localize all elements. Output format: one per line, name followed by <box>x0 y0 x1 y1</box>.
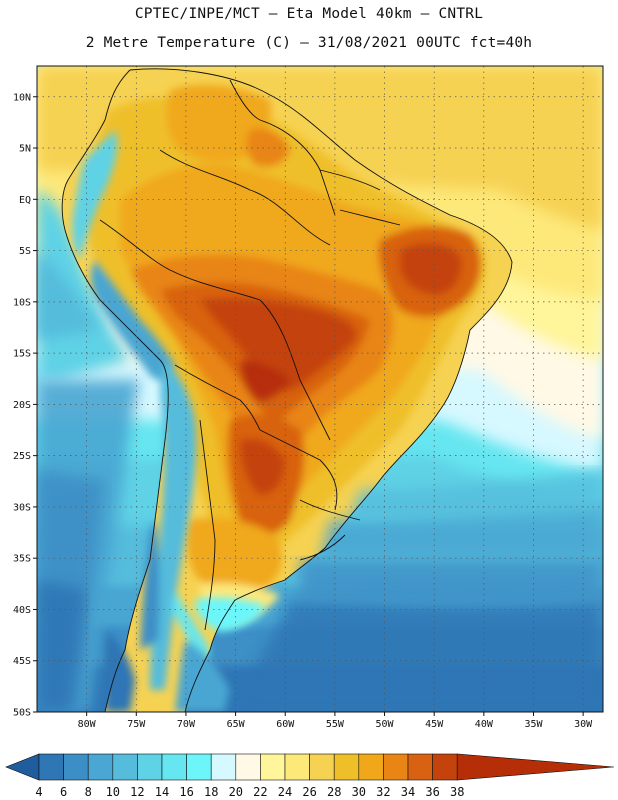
temperature-field <box>37 66 603 712</box>
colorbar-box <box>137 753 163 781</box>
lon-label: 50W <box>376 719 395 730</box>
lat-label: 10S <box>13 297 31 308</box>
longitude-labels: 80W 75W 70W 65W 60W 55W 50W 45W 40W 35W 30W <box>78 719 594 730</box>
lat-label: 5S <box>19 246 31 257</box>
map-title: CPTEC/INPE/MCT – Eta Model 40km – CNTRL <box>134 6 484 22</box>
lon-label: 60W <box>276 719 295 730</box>
lat-label: 5N <box>19 144 31 155</box>
color-scale-labels: 4 6 8 10 12 14 16 18 20 22 24 26 28 30 32 34 36 38 <box>35 785 464 799</box>
colorbar-box <box>161 753 187 781</box>
colorbar-level-label: 14 <box>155 785 169 799</box>
colorbar-box <box>284 753 310 781</box>
colorbar-level-label: 16 <box>179 785 193 799</box>
colorbar-level-label: 22 <box>253 785 267 799</box>
colorbar-box <box>407 753 433 781</box>
lat-label: 20S <box>13 400 31 411</box>
colorbar-level-label: 20 <box>229 785 243 799</box>
lon-label: 75W <box>127 719 146 730</box>
lon-label: 65W <box>227 719 246 730</box>
colorbar-level-label: 18 <box>204 785 218 799</box>
colorbar-level-label: 8 <box>85 785 92 799</box>
lat-label: EQ <box>19 195 31 206</box>
colorbar-box <box>432 753 458 781</box>
country-borders <box>61 68 513 712</box>
colorbar-level-label: 28 <box>327 785 341 799</box>
lon-label: 55W <box>326 719 345 730</box>
colorbar-box <box>309 753 335 781</box>
colorbar-level-label: 36 <box>425 785 439 799</box>
colorbar-level-label: 6 <box>60 785 67 799</box>
colorbar-level-label: 26 <box>302 785 316 799</box>
lat-label: 30S <box>13 502 31 513</box>
colorbar-level-label: 24 <box>278 785 292 799</box>
colorbar-box <box>63 753 89 781</box>
latitude-labels: 10N 5N EQ 5S 10S 15S 20S 25S 30S 35S 40S 45S 50S <box>13 92 31 718</box>
colorbar-box <box>383 753 409 781</box>
lon-label: 35W <box>524 719 543 730</box>
colorbar-level-label: 4 <box>35 785 42 799</box>
map-subtitle: 2 Metre Temperature (C) – 31/08/2021 00U… <box>85 35 533 51</box>
colorbar-box <box>235 753 261 781</box>
lon-label: 70W <box>177 719 196 730</box>
lon-label: 45W <box>425 719 444 730</box>
lon-label: 80W <box>78 719 97 730</box>
lat-label: 45S <box>13 656 31 667</box>
colorbar-level-label: 12 <box>130 785 144 799</box>
colorbar-level-label: 30 <box>352 785 366 799</box>
lat-label: 10N <box>13 92 31 103</box>
colorbar-box <box>112 753 138 781</box>
map-frame <box>36 65 604 713</box>
colorbar-box <box>358 753 384 781</box>
lat-label: 25S <box>13 451 31 462</box>
color-scale-boxes <box>5 753 615 781</box>
lat-label: 50S <box>13 708 31 719</box>
colorbar-box <box>333 753 360 781</box>
colorbar-box <box>38 753 64 781</box>
colorbar-box <box>260 753 286 781</box>
colorbar-level-label: 38 <box>450 785 464 799</box>
lat-label: 35S <box>13 554 31 565</box>
axis-ticks <box>33 96 584 716</box>
lon-label: 40W <box>475 719 494 730</box>
lat-label: 40S <box>13 605 31 616</box>
colorbar-box <box>210 753 237 781</box>
colorbar-level-label: 32 <box>376 785 390 799</box>
colorbar-max-arrow <box>456 753 615 781</box>
lat-lon-grid <box>37 66 603 712</box>
colorbar-level-label: 34 <box>401 785 415 799</box>
colorbar-level-label: 10 <box>106 785 120 799</box>
colorbar-min-arrow <box>5 753 40 781</box>
lat-label: 15S <box>13 349 31 360</box>
lon-label: 30W <box>574 719 593 730</box>
colorbar-box <box>87 753 114 781</box>
colorbar-box <box>186 753 212 781</box>
